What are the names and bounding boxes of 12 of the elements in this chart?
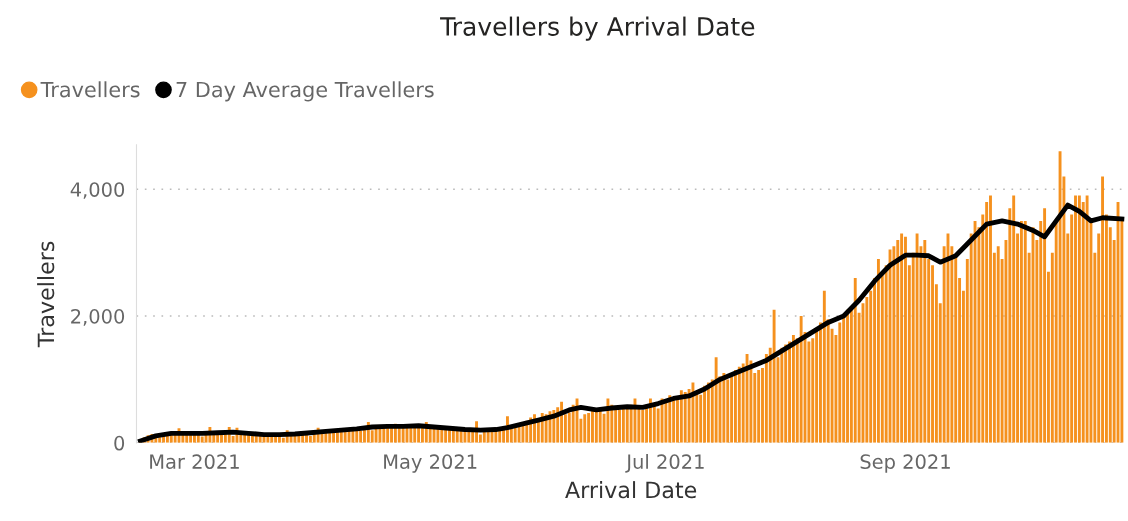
x-tick-label: Jul 2021 bbox=[625, 453, 704, 473]
y-tick-label: 0 bbox=[114, 435, 125, 451]
y-axis-title: Travellers bbox=[37, 241, 55, 348]
y-tick-label: 2,000 bbox=[71, 308, 125, 326]
y-tick-label: 4,000 bbox=[70, 182, 125, 199]
x-tick-label: Mar 2021 bbox=[150, 454, 239, 470]
legend-label: 7 Day Average Travellers bbox=[176, 81, 434, 102]
legend-label: Travellers bbox=[40, 81, 140, 98]
x-axis-title: Arrival Date bbox=[565, 481, 697, 499]
x-tick-label: Sep 2021 bbox=[860, 454, 950, 473]
x-tick-label: May 2021 bbox=[384, 454, 477, 473]
chart-title: Travellers by Arrival Date bbox=[440, 16, 755, 41]
